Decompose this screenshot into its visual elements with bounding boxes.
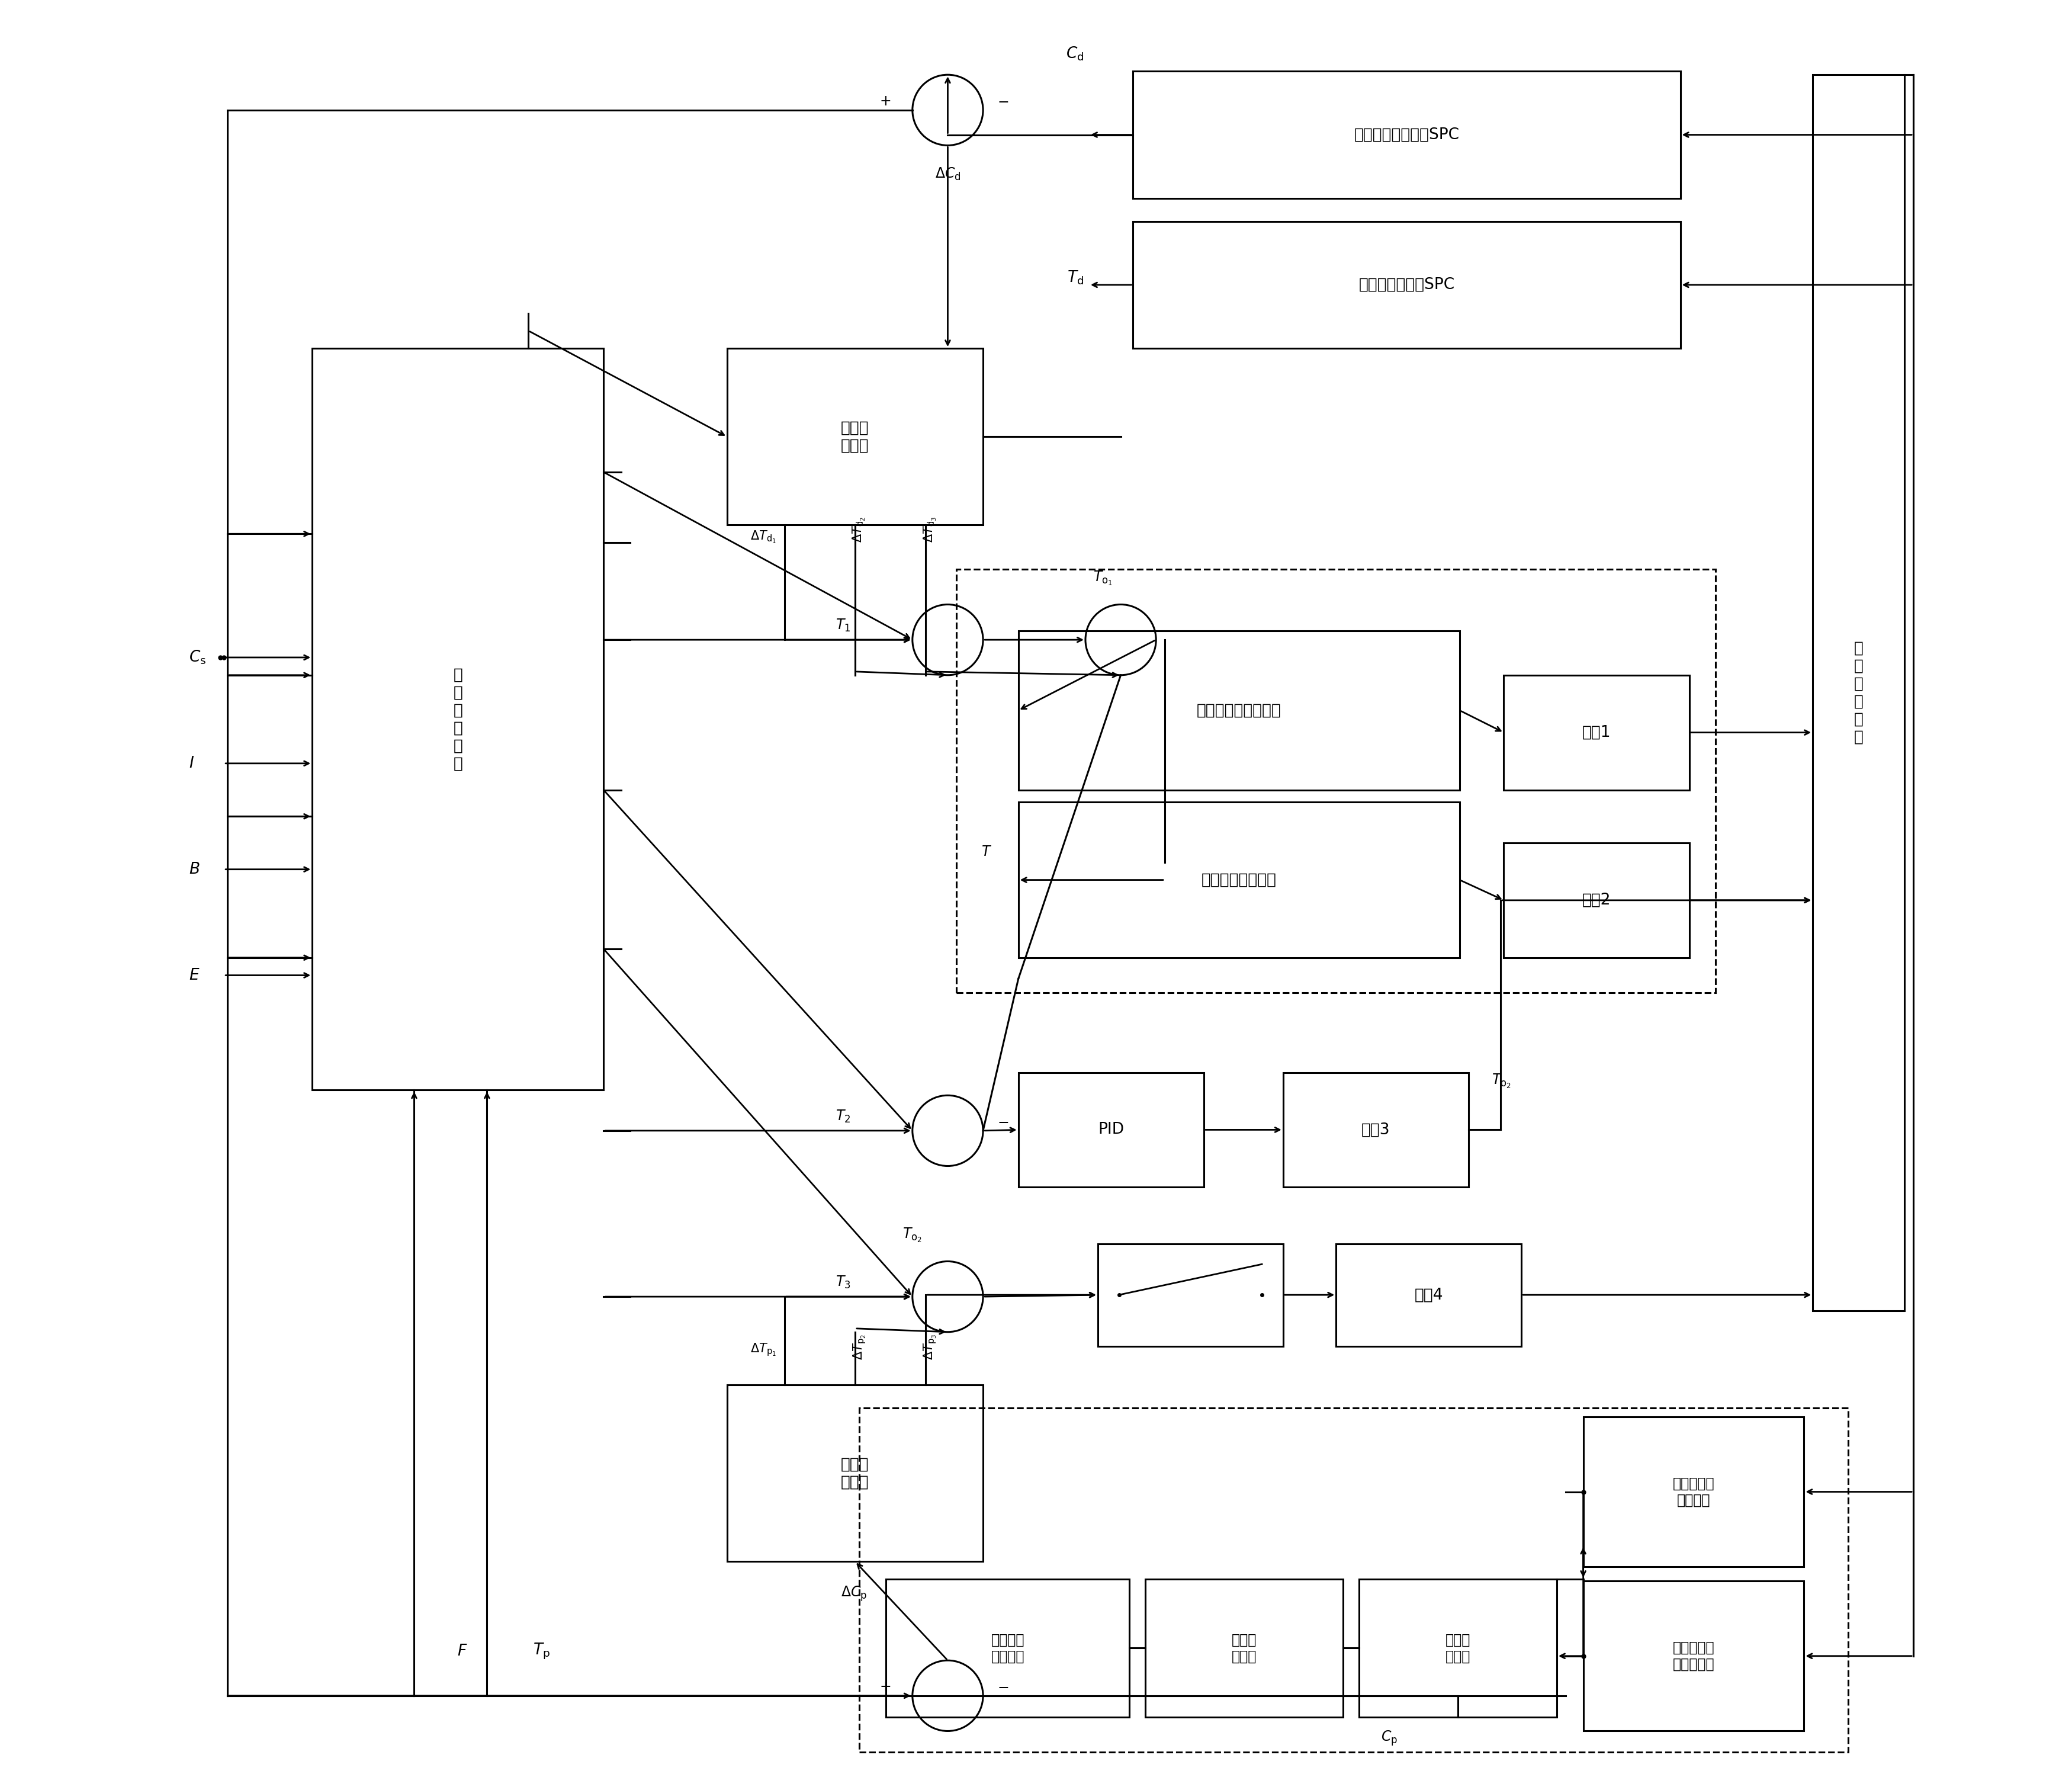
Bar — [1504, 676, 1689, 789]
Text: $C_{\rm d}$: $C_{\rm d}$ — [1065, 44, 1084, 62]
Text: $\Delta C_{\rm p}$: $\Delta C_{\rm p}$ — [841, 1584, 868, 1602]
Text: 过程3: 过程3 — [1361, 1123, 1390, 1137]
Text: 过程1: 过程1 — [1583, 726, 1610, 740]
Text: 还原带温度测量SPC: 还原带温度测量SPC — [1359, 277, 1455, 293]
Bar — [1504, 843, 1689, 958]
Text: +: + — [879, 1680, 891, 1694]
Text: $T_{\rm o_2}$: $T_{\rm o_2}$ — [903, 1226, 922, 1244]
Text: $T_{\rm o_2}$: $T_{\rm o_2}$ — [1492, 1073, 1510, 1089]
Bar — [727, 348, 982, 525]
Bar — [1813, 75, 1904, 1311]
Bar — [1017, 1073, 1204, 1187]
Text: $C_{\rm p}$: $C_{\rm p}$ — [1380, 1730, 1397, 1747]
Bar — [1017, 802, 1459, 958]
Text: $T_3$: $T_3$ — [835, 1276, 852, 1290]
Text: $-$: $-$ — [997, 94, 1009, 108]
Bar — [860, 1409, 1848, 1753]
Text: $T_2$: $T_2$ — [835, 1109, 852, 1125]
Bar — [1583, 1581, 1805, 1731]
Text: $B$: $B$ — [189, 862, 199, 876]
Text: $I$: $I$ — [189, 756, 195, 772]
Text: 智能故障
诊断系统: 智能故障 诊断系统 — [990, 1632, 1024, 1664]
Text: 磁选管回收
率预报模型: 磁选管回收 率预报模型 — [1672, 1641, 1714, 1671]
Text: $T_{\rm p}$: $T_{\rm p}$ — [533, 1643, 551, 1660]
Text: 空气流量比值控制: 空气流量比值控制 — [1202, 873, 1276, 887]
Bar — [1336, 1244, 1521, 1346]
Text: $C_{\rm s}$: $C_{\rm s}$ — [189, 649, 205, 665]
Text: $E$: $E$ — [189, 967, 199, 983]
Text: 回
路
设
定
模
型: 回 路 设 定 模 型 — [454, 667, 462, 772]
Text: $T_{\rm o_1}$: $T_{\rm o_1}$ — [1094, 569, 1113, 587]
Text: 故障预
报系统: 故障预 报系统 — [1231, 1632, 1258, 1664]
Text: $\Delta C_{\rm d}$: $\Delta C_{\rm d}$ — [934, 167, 961, 183]
Text: $T_{\rm d}$: $T_{\rm d}$ — [1067, 270, 1084, 286]
Bar — [1017, 632, 1459, 789]
Bar — [1133, 71, 1680, 199]
Bar — [1133, 222, 1680, 348]
Text: 竖
炉
焙
烧
过
程: 竖 炉 焙 烧 过 程 — [1854, 640, 1863, 745]
Text: $\Delta T_{\rm p_3}$: $\Delta T_{\rm p_3}$ — [922, 1334, 939, 1361]
Bar — [1359, 1579, 1556, 1717]
Bar — [1283, 1073, 1469, 1187]
Text: $\Delta T_{\rm p_1}$: $\Delta T_{\rm p_1}$ — [750, 1341, 777, 1357]
Text: 温度的串级模糊控制: 温度的串级模糊控制 — [1198, 703, 1280, 718]
Text: $-$: $-$ — [997, 1680, 1009, 1694]
Bar — [957, 569, 1716, 993]
Text: +: + — [879, 94, 891, 108]
Text: $T_1$: $T_1$ — [835, 617, 852, 633]
Bar — [1146, 1579, 1343, 1717]
Text: $F$: $F$ — [458, 1644, 468, 1659]
Text: 磁选管回收率化验SPC: 磁选管回收率化验SPC — [1353, 128, 1459, 142]
Bar — [727, 1385, 982, 1561]
Text: $\Delta T_{\rm d_3}$: $\Delta T_{\rm d_3}$ — [922, 516, 939, 543]
Text: $-$: $-$ — [997, 1114, 1009, 1128]
Text: 故障分
析系统: 故障分 析系统 — [1446, 1632, 1471, 1664]
Text: $T$: $T$ — [982, 844, 992, 859]
Bar — [313, 348, 603, 1089]
Bar — [887, 1579, 1129, 1717]
Text: 过程4: 过程4 — [1415, 1288, 1442, 1302]
Text: 还原带温度
预报模型: 还原带温度 预报模型 — [1672, 1476, 1714, 1508]
Bar — [1098, 1244, 1283, 1346]
Text: PID: PID — [1098, 1123, 1123, 1137]
Text: $\Delta T_{\rm d_2}$: $\Delta T_{\rm d_2}$ — [852, 516, 868, 543]
Text: $\Delta T_{\rm p_2}$: $\Delta T_{\rm p_2}$ — [852, 1334, 868, 1361]
Text: 反馈补
偿模型: 反馈补 偿模型 — [841, 420, 868, 454]
Text: 前馈补
偿模型: 前馈补 偿模型 — [841, 1456, 868, 1490]
Text: 过程2: 过程2 — [1583, 892, 1610, 908]
Bar — [1583, 1417, 1805, 1566]
Text: $\Delta T_{\rm d_1}$: $\Delta T_{\rm d_1}$ — [750, 530, 777, 545]
